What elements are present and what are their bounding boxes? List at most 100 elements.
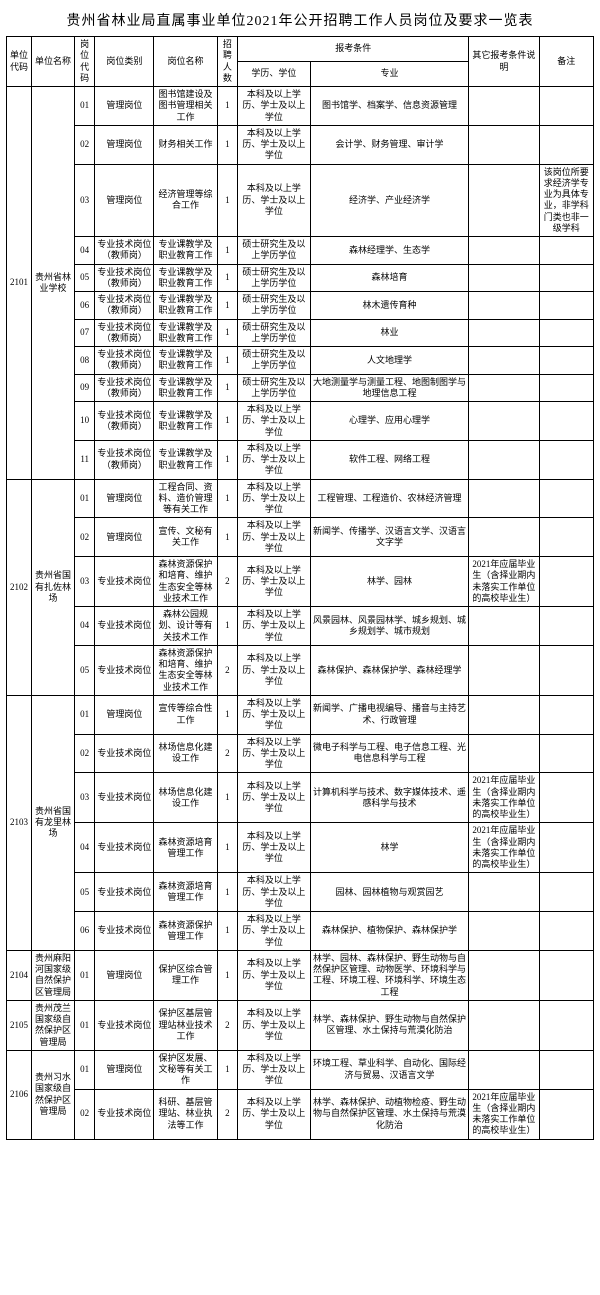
table-row: 03专业技术岗位森林资源保护和培育、维护生态安全等林业技术工作2本科及以上学历、… bbox=[7, 557, 594, 607]
cell-other bbox=[469, 264, 539, 292]
cell-major: 森林经理学、生态学 bbox=[310, 237, 469, 265]
cell-num: 1 bbox=[217, 264, 237, 292]
cell-num: 2 bbox=[217, 734, 237, 773]
cell-post-type: 专业技术岗位（教师岗） bbox=[95, 402, 154, 441]
cell-num: 1 bbox=[217, 237, 237, 265]
cell-note bbox=[539, 319, 593, 347]
cell-note bbox=[539, 402, 593, 441]
cell-note bbox=[539, 912, 593, 951]
table-row: 02管理岗位宣传、文秘有关工作1本科及以上学历、学士及以上学位新闻学、传播学、汉… bbox=[7, 518, 594, 557]
cell-other bbox=[469, 734, 539, 773]
cell-other bbox=[469, 873, 539, 912]
cell-note bbox=[539, 347, 593, 375]
cell-post-name: 宣传、文秘有关工作 bbox=[154, 518, 217, 557]
table-row: 02专业技术岗位林场信息化建设工作2本科及以上学历、学士及以上学位微电子科学与工… bbox=[7, 734, 594, 773]
cell-post-code: 05 bbox=[74, 264, 94, 292]
cell-post-code: 01 bbox=[74, 1000, 94, 1050]
th-cond-group: 报考条件 bbox=[238, 37, 469, 62]
cell-post-code: 02 bbox=[74, 125, 94, 164]
cell-edu: 本科及以上学历、学士及以上学位 bbox=[238, 823, 311, 873]
table-row: 2102贵州省国有扎佐林场01管理岗位工程合同、资料、造价管理等有关工作1本科及… bbox=[7, 479, 594, 518]
cell-major: 森林培育 bbox=[310, 264, 469, 292]
cell-num: 2 bbox=[217, 1089, 237, 1139]
cell-unit-code: 2102 bbox=[7, 479, 32, 695]
cell-edu: 硕士研究生及以上学历学位 bbox=[238, 264, 311, 292]
cell-post-code: 01 bbox=[74, 479, 94, 518]
cell-other bbox=[469, 87, 539, 126]
cell-edu: 硕士研究生及以上学历学位 bbox=[238, 319, 311, 347]
cell-note bbox=[539, 734, 593, 773]
cell-edu: 本科及以上学历、学士及以上学位 bbox=[238, 402, 311, 441]
cell-post-type: 专业技术岗位 bbox=[95, 1000, 154, 1050]
cell-note bbox=[539, 873, 593, 912]
cell-edu: 本科及以上学历、学士及以上学位 bbox=[238, 557, 311, 607]
cell-note bbox=[539, 374, 593, 402]
cell-unit-code: 2105 bbox=[7, 1000, 32, 1050]
cell-num: 1 bbox=[217, 479, 237, 518]
cell-num: 2 bbox=[217, 645, 237, 695]
cell-post-code: 04 bbox=[74, 607, 94, 646]
cell-other bbox=[469, 518, 539, 557]
cell-major: 森林保护、植物保护、森林保护学 bbox=[310, 912, 469, 951]
cell-edu: 本科及以上学历、学士及以上学位 bbox=[238, 873, 311, 912]
table-row: 11专业技术岗位（教师岗）专业课教学及职业教育工作1本科及以上学历、学士及以上学… bbox=[7, 440, 594, 479]
cell-edu: 本科及以上学历、学士及以上学位 bbox=[238, 607, 311, 646]
cell-num: 1 bbox=[217, 873, 237, 912]
cell-post-type: 管理岗位 bbox=[95, 1050, 154, 1089]
cell-num: 1 bbox=[217, 518, 237, 557]
cell-major: 风景园林、风景园林学、城乡规划、城乡规划学、城市规划 bbox=[310, 607, 469, 646]
cell-edu: 本科及以上学历、学士及以上学位 bbox=[238, 87, 311, 126]
cell-post-name: 森林资源保护和培育、维护生态安全等林业技术工作 bbox=[154, 645, 217, 695]
table-row: 06专业技术岗位（教师岗）专业课教学及职业教育工作1硕士研究生及以上学历学位林木… bbox=[7, 292, 594, 320]
cell-note bbox=[539, 479, 593, 518]
cell-num: 1 bbox=[217, 374, 237, 402]
th-unit-name: 单位名称 bbox=[31, 37, 74, 87]
cell-major: 林学、森林保护、动植物检疫、野生动物与自然保护区管理、水土保持与荒漠化防治 bbox=[310, 1089, 469, 1139]
cell-major: 心理学、应用心理学 bbox=[310, 402, 469, 441]
table-row: 03管理岗位经济管理等综合工作1本科及以上学历、学士及以上学位经济学、产业经济学… bbox=[7, 164, 594, 237]
cell-major: 林学、园林、森林保护、野生动物与自然保护区管理、动物医学、环境科学与工程、环境工… bbox=[310, 950, 469, 1000]
cell-post-code: 03 bbox=[74, 773, 94, 823]
cell-unit-name: 贵州茂兰国家级自然保护区管理局 bbox=[31, 1000, 74, 1050]
cell-unit-code: 2101 bbox=[7, 87, 32, 480]
cell-post-name: 专业课教学及职业教育工作 bbox=[154, 402, 217, 441]
cell-post-type: 专业技术岗位（教师岗） bbox=[95, 237, 154, 265]
table-row: 02管理岗位财务相关工作1本科及以上学历、学士及以上学位会计学、财务管理、审计学 bbox=[7, 125, 594, 164]
table-row: 04专业技术岗位森林资源培育管理工作1本科及以上学历、学士及以上学位林学2021… bbox=[7, 823, 594, 873]
th-note: 备注 bbox=[539, 37, 593, 87]
cell-post-code: 01 bbox=[74, 695, 94, 734]
cell-other bbox=[469, 607, 539, 646]
cell-note bbox=[539, 607, 593, 646]
cell-note bbox=[539, 1050, 593, 1089]
cell-edu: 本科及以上学历、学士及以上学位 bbox=[238, 1089, 311, 1139]
cell-post-name: 财务相关工作 bbox=[154, 125, 217, 164]
cell-note bbox=[539, 440, 593, 479]
cell-post-code: 04 bbox=[74, 823, 94, 873]
table-row: 02专业技术岗位科研、基层管理站、林业执法等工作2本科及以上学历、学士及以上学位… bbox=[7, 1089, 594, 1139]
cell-other bbox=[469, 374, 539, 402]
cell-other bbox=[469, 347, 539, 375]
cell-major: 会计学、财务管理、审计学 bbox=[310, 125, 469, 164]
table-row: 10专业技术岗位（教师岗）专业课教学及职业教育工作1本科及以上学历、学士及以上学… bbox=[7, 402, 594, 441]
cell-edu: 本科及以上学历、学士及以上学位 bbox=[238, 125, 311, 164]
cell-num: 1 bbox=[217, 292, 237, 320]
cell-edu: 本科及以上学历、学士及以上学位 bbox=[238, 773, 311, 823]
cell-post-name: 森林公园规划、设计等有关技术工作 bbox=[154, 607, 217, 646]
cell-edu: 本科及以上学历、学士及以上学位 bbox=[238, 479, 311, 518]
cell-other bbox=[469, 1000, 539, 1050]
cell-major: 工程管理、工程造价、农林经济管理 bbox=[310, 479, 469, 518]
th-other: 其它报考条件说明 bbox=[469, 37, 539, 87]
cell-post-name: 保护区综合管理工作 bbox=[154, 950, 217, 1000]
cell-post-code: 05 bbox=[74, 645, 94, 695]
cell-post-name: 林场信息化建设工作 bbox=[154, 734, 217, 773]
cell-post-type: 专业技术岗位 bbox=[95, 873, 154, 912]
cell-post-code: 05 bbox=[74, 873, 94, 912]
cell-post-type: 专业技术岗位 bbox=[95, 645, 154, 695]
cell-other: 2021年应届毕业生（含择业期内未落实工作单位的高校毕业生） bbox=[469, 557, 539, 607]
cell-unit-name: 贵州麻阳河国家级自然保护区管理局 bbox=[31, 950, 74, 1000]
cell-other: 2021年应届毕业生（含择业期内未落实工作单位的高校毕业生） bbox=[469, 823, 539, 873]
cell-post-name: 森林资源培育管理工作 bbox=[154, 823, 217, 873]
cell-post-code: 01 bbox=[74, 1050, 94, 1089]
cell-num: 1 bbox=[217, 912, 237, 951]
table-row: 05专业技术岗位森林资源保护和培育、维护生态安全等林业技术工作2本科及以上学历、… bbox=[7, 645, 594, 695]
